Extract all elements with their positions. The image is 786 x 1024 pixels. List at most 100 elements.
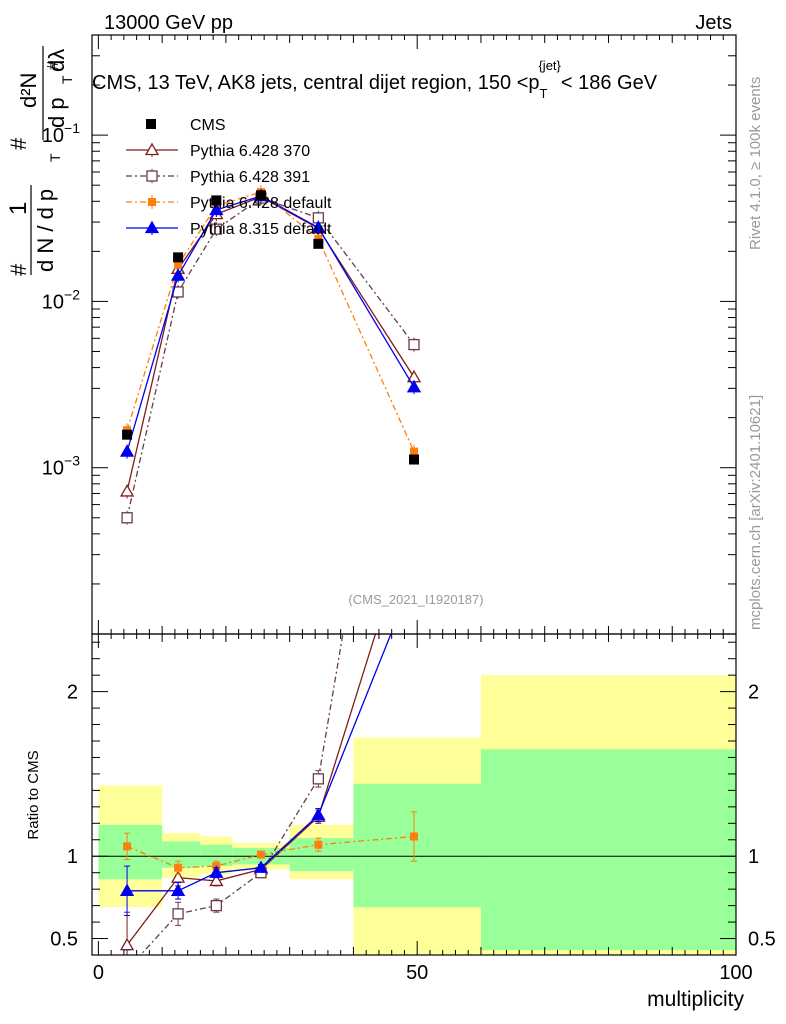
series-line-2 xyxy=(126,191,415,452)
y-label-frac2-sub: T xyxy=(59,75,75,84)
header-energy: 13000 GeV pp xyxy=(104,12,233,34)
point-3-4 xyxy=(311,220,326,233)
ratio-point-2-0 xyxy=(123,842,132,851)
point-0-0 xyxy=(119,484,135,497)
ratio-point-2-3 xyxy=(256,850,265,859)
ratio-tick-right-0: 0.5 xyxy=(748,929,776,951)
y-tick-label-2: 10−3 xyxy=(42,453,80,480)
point-1-2 xyxy=(210,223,222,235)
plot-frames xyxy=(91,34,737,956)
ratio-line-2 xyxy=(126,835,415,869)
y-label-hash-3: # xyxy=(45,61,62,70)
legend-marker-2 xyxy=(148,198,156,206)
ratio-tick-left-0: 0.5 xyxy=(50,929,78,951)
ratio-uncertainty-bands xyxy=(98,675,736,955)
ratio-tick-left-2: 2 xyxy=(67,682,78,704)
y-label-frac1-den: d N / d p xyxy=(33,189,58,272)
series-line-1 xyxy=(126,197,415,518)
y-label-hash-2: # xyxy=(6,137,31,150)
band-inner-6 xyxy=(480,749,736,951)
y-label-frac1-sub: T xyxy=(47,153,63,162)
point-2-1 xyxy=(174,260,183,269)
data-points xyxy=(122,190,419,465)
data-point-2 xyxy=(211,195,222,206)
data-point-1 xyxy=(173,252,184,263)
y-axis-label: #1 d N / d p T # d²N # d p T dλ xyxy=(5,46,75,276)
legend-marker-3 xyxy=(144,220,160,234)
main-frame xyxy=(91,34,737,635)
point-2-5 xyxy=(410,447,418,456)
legend-label-3: Pythia 8.315 default xyxy=(190,221,332,238)
legend-label-data: CMS xyxy=(190,117,226,134)
axis-ticks xyxy=(92,34,737,956)
ratio-axis-label: Ratio to CMS xyxy=(25,750,42,839)
legend-marker-data xyxy=(146,119,156,129)
ratio-point-3-4 xyxy=(311,807,326,821)
point-3-5 xyxy=(406,379,422,393)
y-tick-label-1: 10−2 xyxy=(42,286,80,313)
y-label-hash-1: # xyxy=(6,263,31,276)
legend-marker-0 xyxy=(144,142,160,156)
ratio-line-0 xyxy=(126,634,377,946)
ratio-point-2-1 xyxy=(174,863,183,872)
series-main-1 xyxy=(121,191,420,525)
series-ratio-2 xyxy=(123,811,418,875)
x-tick-label-2: 100 xyxy=(719,962,752,984)
x-tick-label-1: 50 xyxy=(406,962,428,984)
band-inner-0 xyxy=(98,824,163,880)
point-3-0 xyxy=(119,444,135,457)
legend-marker-1 xyxy=(146,170,158,182)
side-rivet: Rivet 4.1.0, ≥ 100k events xyxy=(747,77,764,250)
point-1-5 xyxy=(408,338,420,351)
ratio-point-0-2 xyxy=(209,873,224,887)
ratio-point-2-4 xyxy=(314,840,323,849)
ratio-tick-left-1: 1 xyxy=(67,846,78,868)
ratio-point-3-3 xyxy=(253,860,269,873)
ratio-point-2-5 xyxy=(410,832,418,841)
series-line-0 xyxy=(126,196,415,492)
x-axis-label: multiplicity xyxy=(647,988,744,1011)
ratio-line-3 xyxy=(127,634,392,892)
side-mcplots: mcplots.cern.ch [arXiv:2401.10621] xyxy=(747,395,764,630)
y-label-frac2-tail: dλ xyxy=(44,49,69,72)
ratio-point-1-5 xyxy=(409,209,419,219)
point-2-4 xyxy=(314,234,323,243)
data-point-3 xyxy=(255,190,266,201)
point-1-0 xyxy=(121,512,133,524)
band-inner-5 xyxy=(353,783,481,908)
data-point-4 xyxy=(313,238,324,249)
data-point-0 xyxy=(122,429,133,440)
series-1 xyxy=(121,191,420,975)
data-point-5 xyxy=(409,454,419,465)
y-label-frac2-den: d p xyxy=(44,97,69,128)
point-3-1 xyxy=(170,268,186,281)
ratio-point-3-2 xyxy=(209,865,224,878)
ratio-frame xyxy=(91,633,737,956)
legend-label-0: Pythia 6.428 370 xyxy=(190,143,310,160)
series-layer xyxy=(119,184,422,975)
ratio-line-1 xyxy=(139,634,344,955)
ratio-point-3-1 xyxy=(170,883,186,896)
y-tick-label-0: 10−1 xyxy=(42,120,80,147)
ratio-point-0-0 xyxy=(119,937,135,951)
band-inner-2 xyxy=(200,844,233,867)
ratio-point-1-1 xyxy=(172,908,184,920)
point-3-2 xyxy=(209,202,224,216)
analysis-watermark: (CMS_2021_I1920187) xyxy=(348,592,483,607)
series-line-3 xyxy=(126,195,415,452)
y-label-frac2-num: d²N xyxy=(16,73,41,108)
chart-title: CMS, 13 TeV, AK8 jets, central dijet reg… xyxy=(92,58,658,101)
header-category: Jets xyxy=(695,12,732,34)
ratio-point-3-5 xyxy=(408,570,420,581)
text-layer: 13000 GeV pp Jets CMS, 13 TeV, AK8 jets, c… xyxy=(5,12,776,1011)
ratio-point-1-4 xyxy=(312,773,325,785)
legend-label-1: Pythia 6.428 391 xyxy=(190,169,310,186)
ratio-point-1-0 xyxy=(122,965,132,975)
legend: CMS Pythia 6.428 370 Pythia 6.428 391 Pythi… xyxy=(126,117,332,238)
ratio-tick-right-1: 1 xyxy=(748,846,759,868)
ratio-point-1-2 xyxy=(210,899,222,912)
x-tick-label-0: 0 xyxy=(93,962,104,984)
ratio-point-3-0 xyxy=(119,883,135,896)
ratio-point-0-5 xyxy=(408,505,420,516)
